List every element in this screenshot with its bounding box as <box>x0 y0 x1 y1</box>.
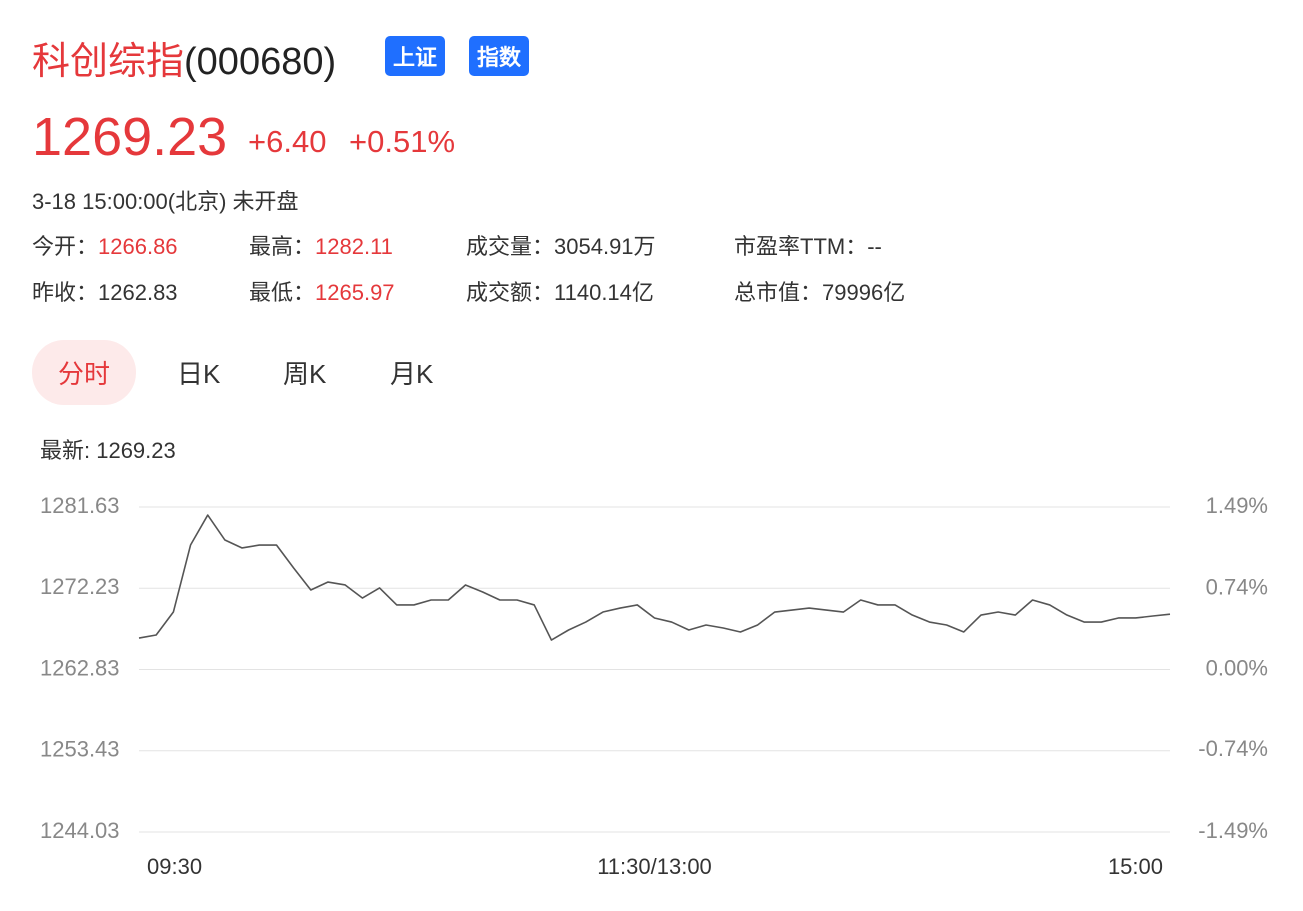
tab[interactable]: 日K <box>177 359 221 389</box>
tab[interactable]: 周K <box>283 359 327 389</box>
change: +6.40 <box>248 124 327 159</box>
stat-value: 1140.14亿 <box>554 280 654 305</box>
y2-tick-label: -0.74% <box>1198 736 1268 761</box>
stat: 最低：1265.97 <box>249 275 395 307</box>
tag: 指数 <box>469 36 530 76</box>
stat: 昨收：1262.83 <box>32 275 178 307</box>
stat-label: 昨收： <box>32 280 99 305</box>
stat-label: 成交量： <box>466 234 555 259</box>
stat-label: 成交额： <box>466 280 555 305</box>
x-tick-label: 15:00 <box>1108 854 1163 879</box>
stat: 最高：1282.11 <box>249 229 393 261</box>
change-pct: +0.51% <box>349 124 456 159</box>
stat-label: 最高： <box>249 234 316 259</box>
stat-label: 最低： <box>249 280 316 305</box>
y-tick-label: 1244.03 <box>40 818 120 843</box>
tab[interactable]: 月K <box>390 359 434 389</box>
y2-tick-label: 1.49% <box>1206 493 1268 518</box>
quote-time: 3-18 15:00:00(北京) 未开盘 <box>32 189 299 214</box>
title: 科创综指(000680) <box>32 30 336 85</box>
stat: 今开：1266.86 <box>32 229 178 261</box>
stat: 市盈率TTM：-- <box>734 229 882 261</box>
y2-tick-label: 0.74% <box>1206 575 1268 600</box>
y-tick-label: 1281.63 <box>40 493 120 518</box>
stat: 成交额：1140.14亿 <box>466 275 654 307</box>
stat: 总市值：79996亿 <box>734 275 905 307</box>
tab[interactable]: 分时 <box>32 340 137 405</box>
stat-value: 79996亿 <box>822 280 906 305</box>
chart-subtitle: 最新: 1269.23 <box>40 438 176 463</box>
y-tick-label: 1253.43 <box>40 737 120 762</box>
stat-label: 今开： <box>32 234 99 259</box>
stat-label: 总市值： <box>734 280 823 305</box>
chart: 最新: 1269.23 1281.63 1272.23 1262.83 1253.43… <box>40 438 1268 879</box>
y2-tick-label: 0.00% <box>1206 655 1268 680</box>
stat: 成交量：3054.91万 <box>466 229 656 261</box>
stat-value: 1266.86 <box>98 234 178 259</box>
price: 1269.23 <box>32 107 228 167</box>
tag: 上证 <box>385 36 446 76</box>
index-name: 科创综指 <box>32 41 185 83</box>
index-code: (000680) <box>184 41 337 83</box>
price-line <box>138 514 1171 641</box>
stat-value: 1282.11 <box>315 234 393 259</box>
y-tick-label: 1262.83 <box>40 655 120 680</box>
stat-value: 1262.83 <box>98 280 178 305</box>
stat-value: 3054.91万 <box>554 234 656 259</box>
stat-value: -- <box>867 234 882 259</box>
x-tick-label: 09:30 <box>147 854 202 879</box>
y-tick-label: 1272.23 <box>40 574 120 599</box>
x-tick-label: 11:30/13:00 <box>597 854 712 879</box>
stat-value: 1265.97 <box>315 280 395 305</box>
y2-tick-label: -1.49% <box>1198 818 1268 843</box>
stat-label: 市盈率TTM： <box>734 234 868 259</box>
